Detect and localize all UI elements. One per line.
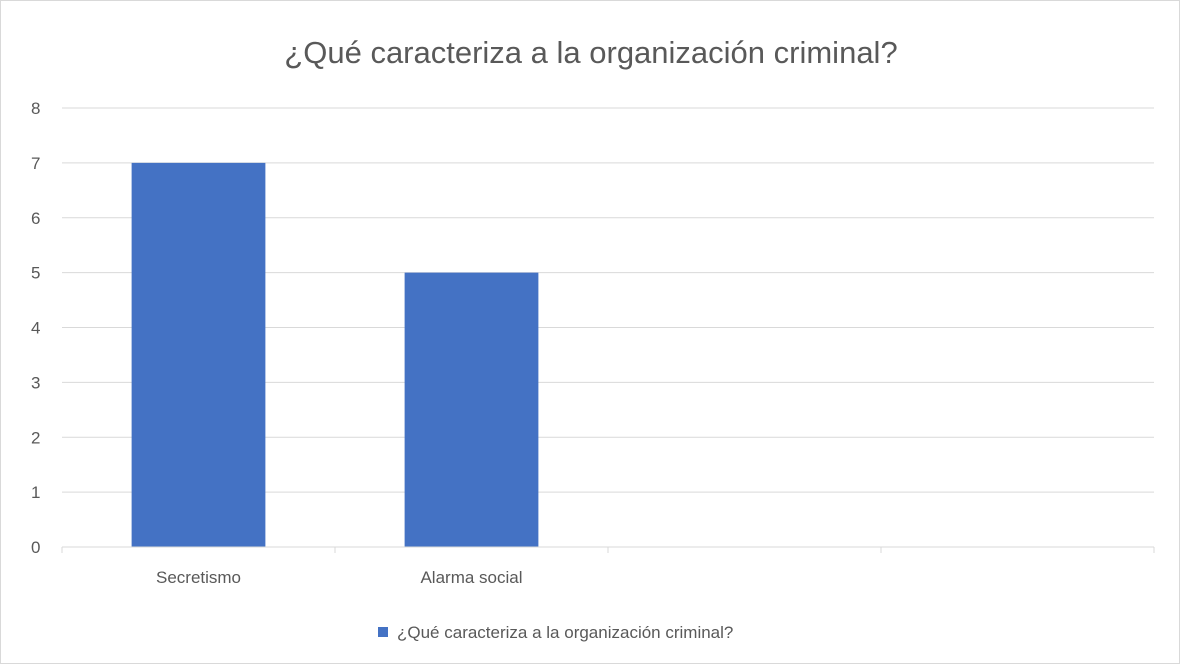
x-tick-label: Alarma social	[420, 568, 522, 587]
bars	[131, 162, 539, 547]
x-tick-label: Secretismo	[156, 568, 241, 587]
x-axis	[61, 546, 1155, 553]
legend[interactable]: ¿Qué caracteriza a la organización crimi…	[378, 623, 733, 642]
y-tick-label: 8	[31, 99, 40, 118]
y-tick-labels: 0 1 2 3 4 5 6 7 8	[31, 99, 40, 557]
chart-title: ¿Qué caracteriza a la organización crimi…	[284, 35, 897, 70]
bar-alarma-social[interactable]	[404, 272, 539, 547]
y-tick-label: 2	[31, 428, 40, 447]
y-tick-label: 1	[31, 483, 40, 502]
y-tick-label: 5	[31, 264, 40, 283]
legend-label: ¿Qué caracteriza a la organización crimi…	[397, 623, 733, 642]
y-tick-label: 3	[31, 373, 40, 392]
y-tick-label: 4	[31, 319, 40, 338]
x-tick-labels: Secretismo Alarma social	[156, 568, 523, 587]
y-tick-label: 7	[31, 154, 40, 173]
legend-swatch	[378, 627, 388, 637]
y-tick-label: 0	[31, 538, 40, 557]
y-tick-label: 6	[31, 209, 40, 228]
bar-secretismo[interactable]	[131, 162, 266, 547]
